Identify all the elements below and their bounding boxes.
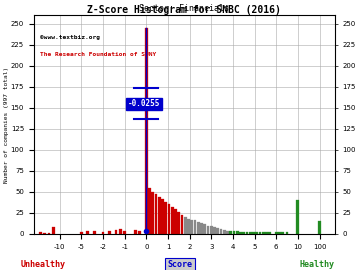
Bar xyxy=(252,232,255,234)
Bar xyxy=(39,232,42,234)
Text: Score: Score xyxy=(167,260,193,269)
Bar xyxy=(258,232,261,234)
Bar xyxy=(318,221,321,234)
Text: The Research Foundation of SUNY: The Research Foundation of SUNY xyxy=(40,52,156,58)
Bar xyxy=(200,223,203,234)
Text: Healthy: Healthy xyxy=(299,260,334,269)
Bar xyxy=(52,227,55,234)
Bar xyxy=(161,199,164,234)
Bar xyxy=(207,225,210,234)
Bar xyxy=(226,231,229,234)
Bar xyxy=(255,232,258,234)
Bar xyxy=(249,232,252,234)
Bar xyxy=(177,212,180,234)
Bar xyxy=(119,229,122,234)
Bar xyxy=(139,231,141,234)
Bar xyxy=(187,219,190,234)
Bar xyxy=(216,228,219,234)
Y-axis label: Number of companies (997 total): Number of companies (997 total) xyxy=(4,66,9,183)
Bar xyxy=(213,227,216,234)
Bar xyxy=(102,232,104,234)
Bar xyxy=(236,231,239,234)
Bar xyxy=(181,215,184,234)
Bar xyxy=(223,230,226,234)
Text: Unhealthy: Unhealthy xyxy=(21,260,66,269)
Bar xyxy=(233,231,235,234)
Bar xyxy=(278,232,281,234)
Bar xyxy=(275,232,278,234)
Bar xyxy=(86,231,89,234)
Bar xyxy=(265,232,268,234)
Bar xyxy=(184,217,187,234)
Title: Z-Score Histogram for SNBC (2016): Z-Score Histogram for SNBC (2016) xyxy=(87,5,281,15)
Bar xyxy=(114,230,117,234)
Bar xyxy=(93,231,96,234)
Bar xyxy=(229,231,232,234)
Bar xyxy=(171,207,174,234)
Bar xyxy=(145,28,148,234)
Bar xyxy=(152,192,154,234)
Bar xyxy=(43,233,46,234)
Bar xyxy=(168,204,171,234)
Bar xyxy=(194,220,197,234)
Bar xyxy=(158,197,161,234)
Bar xyxy=(210,226,213,234)
Bar xyxy=(268,232,271,234)
Text: Sector: Financials: Sector: Financials xyxy=(139,4,229,13)
Bar xyxy=(134,230,137,234)
Bar xyxy=(262,232,265,234)
Bar xyxy=(123,231,126,234)
Bar xyxy=(48,233,50,234)
Bar xyxy=(190,220,193,234)
Bar xyxy=(155,194,157,234)
Bar xyxy=(297,200,299,234)
Bar xyxy=(108,231,111,234)
Bar xyxy=(203,224,206,234)
Bar xyxy=(281,232,284,234)
Text: -0.0255: -0.0255 xyxy=(128,99,160,108)
Bar xyxy=(80,232,83,234)
Bar xyxy=(197,222,200,234)
Bar xyxy=(174,209,177,234)
Bar xyxy=(246,232,248,234)
Bar xyxy=(145,28,147,234)
Text: ©www.textbiz.org: ©www.textbiz.org xyxy=(40,35,100,40)
Bar xyxy=(242,232,245,234)
Bar xyxy=(286,232,288,234)
Bar xyxy=(148,188,151,234)
Bar xyxy=(239,232,242,234)
Bar xyxy=(220,229,222,234)
Bar xyxy=(165,202,167,234)
